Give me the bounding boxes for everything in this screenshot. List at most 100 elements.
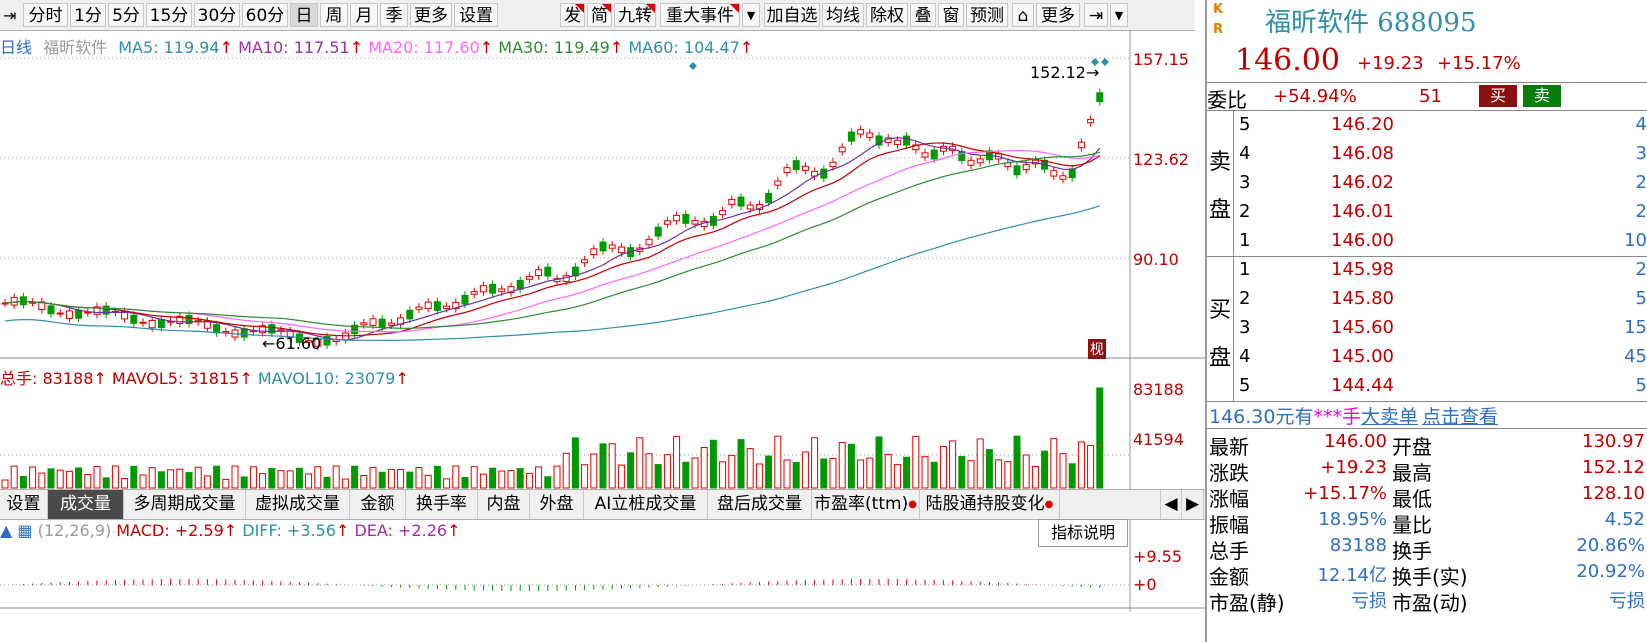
bid-price[interactable]: 145.00	[1331, 346, 1394, 367]
quote-label: 最新	[1209, 435, 1249, 459]
tab-virtual-volume[interactable]: 虚拟成交量	[246, 490, 350, 519]
stock-title: 福昕软件 688095	[1265, 8, 1477, 38]
candle-body	[857, 129, 865, 135]
overlay-button[interactable]: 叠	[910, 3, 936, 27]
ma-button[interactable]: 均线	[822, 3, 864, 27]
period-5min[interactable]: 5分	[108, 3, 144, 27]
volume-bar	[10, 465, 18, 489]
candle-body	[424, 301, 432, 309]
candle-body	[737, 196, 745, 207]
tab-northbound-holding[interactable]: 陆股通持股变化●	[920, 490, 1060, 519]
tab-multi-period-volume[interactable]: 多周期成交量	[124, 490, 246, 519]
tab-outer[interactable]: 外盘	[530, 490, 584, 519]
major-events-dropdown[interactable]: ▼	[742, 3, 760, 27]
toolbar-dropdown-icon[interactable]: ▼	[1110, 3, 1128, 27]
tab-ai-volume[interactable]: AI立桩成交量	[584, 490, 708, 519]
period-1min[interactable]: 1分	[70, 3, 106, 27]
candle-body	[148, 319, 156, 329]
collapse-right-icon[interactable]: ⇥	[1084, 3, 1108, 27]
period-fenshi[interactable]: 分时	[23, 3, 68, 27]
quote-value: 128.10	[1582, 483, 1645, 504]
period-60min[interactable]: 60分	[242, 3, 288, 27]
ma5-value: MA5: 119.94	[118, 38, 220, 57]
period-day[interactable]: 日	[290, 3, 318, 27]
tool-jian[interactable]: 简	[587, 3, 612, 27]
tab-volume[interactable]: 成交量	[48, 490, 124, 519]
period-15min[interactable]: 15分	[146, 3, 192, 27]
ask-volume: 3	[1635, 143, 1647, 164]
event-tag[interactable]: 枧	[1088, 339, 1106, 359]
tool-jiuzhuan[interactable]: 九转	[614, 3, 656, 27]
candle-body	[102, 305, 110, 315]
tab-scroll-right[interactable]: ▶	[1182, 490, 1204, 519]
big-order-banner[interactable]: 146.30元有***手大卖单 点击查看	[1209, 402, 1498, 429]
weibi-label: 委比	[1207, 88, 1247, 112]
volume-bar	[581, 464, 589, 489]
tab-turnover[interactable]: 换手率	[406, 490, 478, 519]
tools-more[interactable]: 更多	[1036, 3, 1080, 27]
period-30min[interactable]: 30分	[194, 3, 240, 27]
volume-bar	[507, 469, 515, 489]
tool-major-events[interactable]: 重大事件	[660, 3, 740, 27]
volume-bar	[903, 456, 911, 489]
candle-body	[415, 306, 423, 310]
ask-volume: 4	[1635, 114, 1647, 135]
bid-price[interactable]: 145.80	[1331, 288, 1394, 309]
ask-price[interactable]: 146.00	[1331, 230, 1394, 251]
price-change: +19.23	[1357, 53, 1424, 74]
volume-bar	[203, 475, 211, 489]
quote-label: 最低	[1392, 487, 1432, 511]
indicator-help-button[interactable]: 指标说明	[1038, 519, 1128, 547]
quote-label: 市盈(静)	[1209, 591, 1285, 615]
tab-after-hours-volume[interactable]: 盘后成交量	[708, 490, 812, 519]
volume-bar	[1041, 450, 1049, 489]
volume-bar	[452, 465, 460, 489]
sell-button[interactable]: 卖	[1523, 85, 1561, 107]
bid-volume: 2	[1635, 259, 1647, 280]
quote-label: 总手	[1209, 539, 1249, 563]
add-watchlist-button[interactable]: 加自选	[764, 3, 820, 27]
ma60-line	[4, 205, 1100, 341]
period-more[interactable]: 更多	[410, 3, 452, 27]
bid-price[interactable]: 144.44	[1331, 375, 1394, 396]
volume-bar	[176, 468, 184, 489]
volume-bar	[111, 465, 119, 489]
candle-body	[130, 314, 138, 324]
window-button[interactable]: 窗	[938, 3, 964, 27]
period-month[interactable]: 月	[350, 3, 378, 27]
tab-scroll-left[interactable]: ◀	[1160, 490, 1182, 519]
candle-body	[645, 238, 653, 246]
ex-rights-button[interactable]: 除权	[866, 3, 908, 27]
ask-price[interactable]: 146.02	[1331, 172, 1394, 193]
bid-side-label: 买 盘	[1207, 256, 1234, 401]
tool-fa[interactable]: 发	[560, 3, 585, 27]
forecast-button[interactable]: 预测	[966, 3, 1008, 27]
candle-body	[157, 318, 165, 329]
candle-body	[535, 269, 543, 277]
period-week[interactable]: 周	[320, 3, 348, 27]
kline-chart[interactable]	[0, 30, 1205, 642]
tab-amount[interactable]: 金额	[350, 490, 406, 519]
ask-price[interactable]: 146.01	[1331, 201, 1394, 222]
volume-bar	[56, 469, 64, 489]
tab-inner[interactable]: 内盘	[478, 490, 530, 519]
macd-left-icon[interactable]: ▲	[0, 521, 13, 540]
ask-price[interactable]: 146.08	[1331, 143, 1394, 164]
volume-bar	[829, 458, 837, 489]
volume-bar	[369, 466, 377, 489]
tab-pe-ttm[interactable]: 市盈率(ttm)●	[812, 490, 920, 519]
bid-price[interactable]: 145.98	[1331, 259, 1394, 280]
volume-bar	[286, 470, 294, 489]
expand-left-icon[interactable]: ⇥	[3, 6, 17, 25]
candle-body	[185, 314, 193, 325]
tab-settings[interactable]: 设置	[0, 490, 48, 519]
buy-button[interactable]: 买	[1479, 85, 1517, 107]
ask-price[interactable]: 146.20	[1331, 114, 1394, 135]
lock-icon[interactable]: ⌂	[1012, 3, 1034, 27]
big-order-link[interactable]: 点击查看	[1422, 406, 1499, 428]
bid-price[interactable]: 145.60	[1331, 317, 1394, 338]
candle-body	[323, 336, 331, 346]
period-quarter[interactable]: 季	[380, 3, 408, 27]
settings-button[interactable]: 设置	[454, 3, 498, 27]
macd-grid-icon[interactable]: ▦	[17, 521, 33, 540]
